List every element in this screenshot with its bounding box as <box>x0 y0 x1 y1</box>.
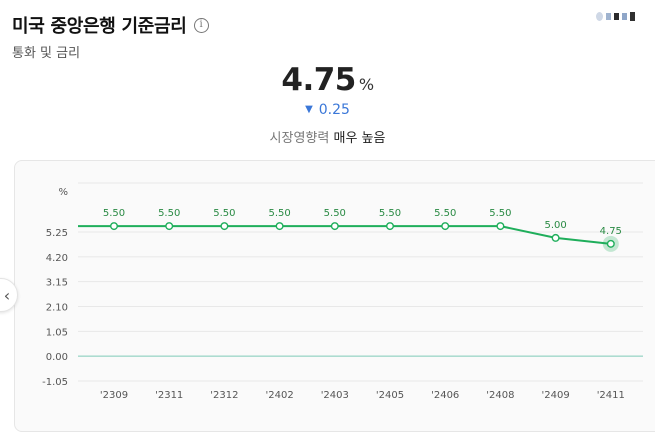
data-label: 5.00 <box>544 220 566 231</box>
data-point <box>220 222 229 231</box>
data-point <box>496 222 505 231</box>
x-tick-label: '2403 <box>321 390 349 401</box>
y-tick-label: -1.05 <box>42 377 68 388</box>
data-point <box>386 222 395 231</box>
x-tick-label: '2406 <box>431 390 459 401</box>
x-tick-label: '2309 <box>100 390 128 401</box>
y-tick-label: 3.15 <box>46 278 68 289</box>
data-label: 5.50 <box>268 208 290 219</box>
y-tick-label: 4.20 <box>46 253 68 264</box>
x-tick-label: '2405 <box>376 390 404 401</box>
impact-label: 시장영향력 <box>269 131 330 146</box>
data-point <box>275 222 284 231</box>
x-tick-label: '2402 <box>265 390 293 401</box>
info-icon[interactable]: i <box>193 17 209 33</box>
data-point <box>165 222 174 231</box>
rate-change-value: 0.25 <box>318 102 350 118</box>
rate-line-chart: 5.25 4.20 3.15 2.10 1.05 0.00 -1.05% '2309 '2311… <box>42 182 643 401</box>
page-title: 미국 중앙은행 기준금리 <box>12 16 187 37</box>
header: 미국 중앙은행 기준금리 i <box>12 12 209 38</box>
category-label: 통화 및 금리 <box>12 46 81 61</box>
x-tick-label: '2411 <box>597 390 625 401</box>
y-tick-label: 0.00 <box>46 352 68 363</box>
impact-value: 매우 높음 <box>333 131 386 146</box>
rate-summary: 4.75% ▼ 0.25 시장영향력 매우 높음 <box>0 62 655 146</box>
current-rate-unit: % <box>358 75 374 94</box>
y-tick-label: 5.25 <box>46 228 68 239</box>
data-point <box>606 239 615 248</box>
x-tick-label: '2312 <box>210 390 238 401</box>
series-line <box>78 225 611 245</box>
brand-logo-icon <box>596 12 635 21</box>
y-axis-unit: % <box>58 187 68 198</box>
x-tick-label: '2311 <box>155 390 183 401</box>
data-label: 5.50 <box>489 208 511 219</box>
down-arrow-icon: ▼ <box>305 104 313 115</box>
y-tick-label: 1.05 <box>46 327 68 338</box>
chart-card <box>14 160 655 432</box>
chevron-left-icon: ‹ <box>3 285 11 305</box>
data-point <box>551 233 560 242</box>
data-label: 5.50 <box>103 208 125 219</box>
data-point <box>330 222 339 231</box>
y-tick-label: 2.10 <box>46 303 68 314</box>
data-label: 5.50 <box>213 208 235 219</box>
x-tick-label: '2408 <box>486 390 514 401</box>
data-label: 5.50 <box>434 208 456 219</box>
x-tick-label: '2409 <box>541 390 569 401</box>
data-point <box>109 222 118 231</box>
data-point <box>441 222 450 231</box>
data-label: 5.50 <box>379 208 401 219</box>
data-label: 5.50 <box>324 208 346 219</box>
current-rate-value: 4.75 <box>281 62 356 98</box>
data-label: 4.75 <box>600 226 622 237</box>
data-label: 5.50 <box>158 208 180 219</box>
